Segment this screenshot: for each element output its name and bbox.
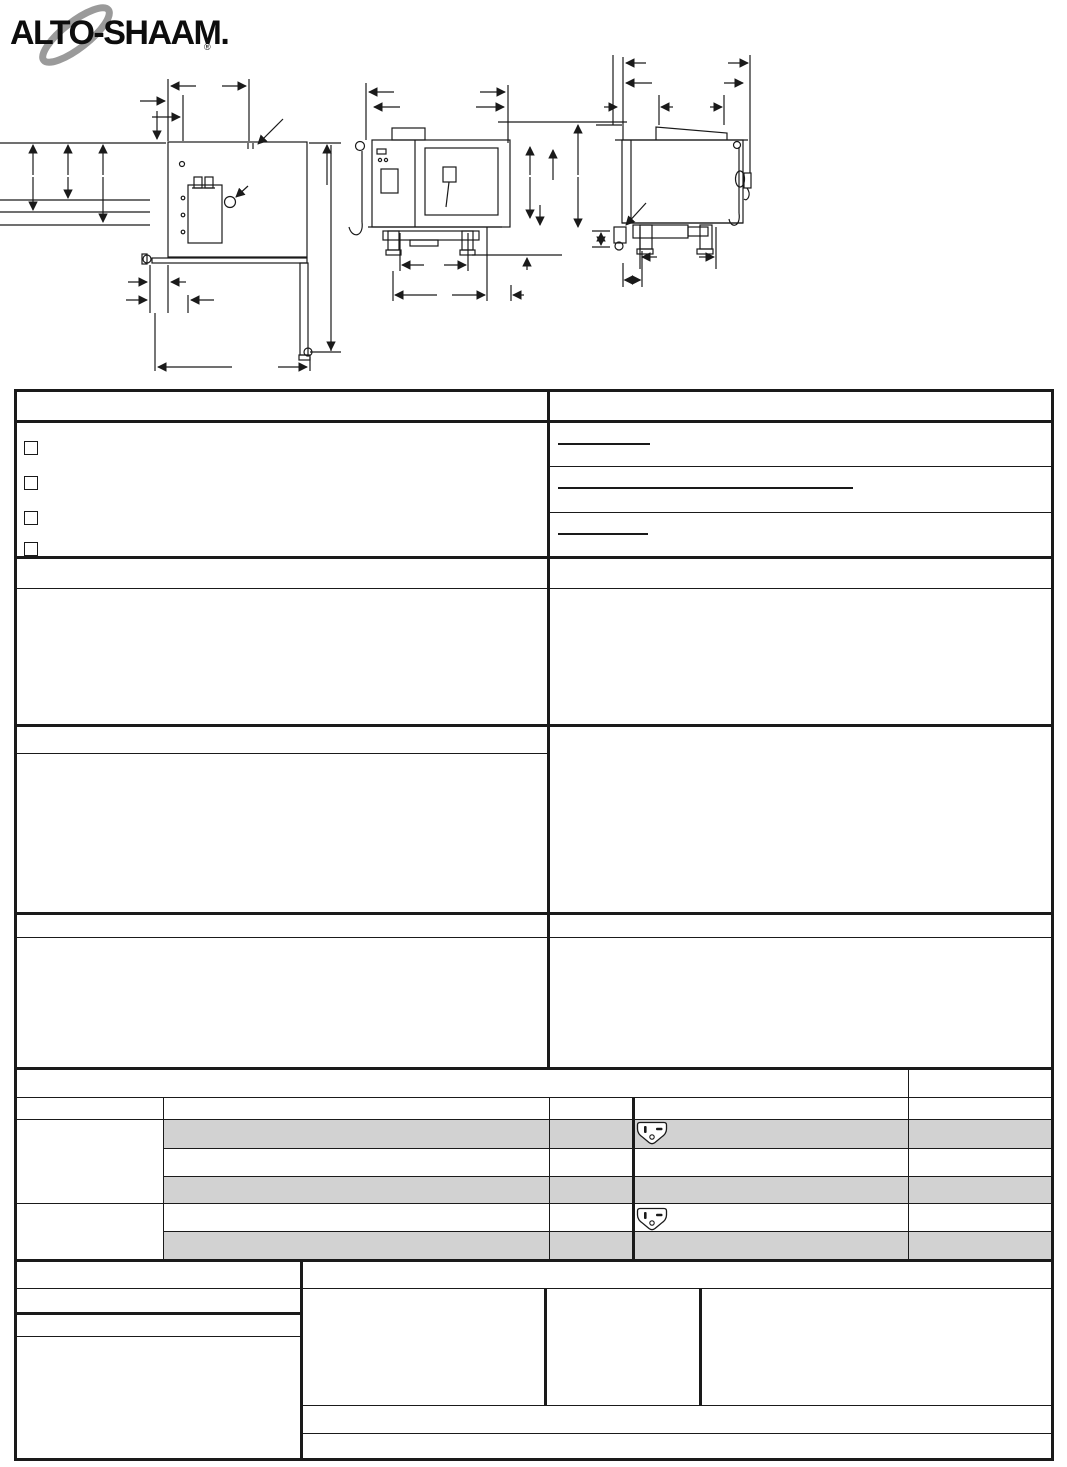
fill-in-row [550, 467, 1051, 512]
nema-plug-icon [636, 1207, 668, 1231]
grid-line [301, 1433, 1053, 1434]
grid-line [14, 937, 1054, 938]
grid-line [549, 512, 1053, 513]
electrical-header-right-cell [909, 1068, 1051, 1097]
bottom-left-info-cell [16, 1260, 300, 1458]
voltage-group-cell [16, 1119, 163, 1203]
grid-line [14, 1203, 1054, 1204]
shaded-row [163, 1232, 1053, 1260]
grid-line [14, 1097, 1054, 1098]
fill-in-blank[interactable] [558, 533, 648, 535]
grid-line [14, 1119, 1054, 1120]
header-left-cell [16, 390, 547, 420]
grid-line [14, 556, 1054, 559]
registered-mark: ® [204, 42, 211, 52]
bottom-middle-cell [545, 1288, 699, 1405]
model-selection-cell [16, 421, 547, 556]
grid-line [632, 1097, 635, 1260]
grid-line [14, 389, 17, 1461]
bottom-right-cell [700, 1288, 1051, 1405]
grid-line [163, 1148, 1053, 1149]
grid-line [14, 389, 1054, 392]
grid-line [14, 1259, 1054, 1262]
grid-line [14, 753, 550, 754]
right-subsection-cell [550, 557, 1051, 724]
grid-line [14, 1067, 1054, 1070]
right-subsection-cell [550, 913, 1051, 1067]
grid-line [300, 1259, 303, 1459]
side-view-drawing [592, 55, 752, 287]
model-checkbox[interactable] [24, 441, 38, 455]
bottom-center-cell [301, 1288, 544, 1405]
left-subsection-cell [16, 725, 547, 912]
grid-line [544, 1288, 547, 1405]
fill-in-blank[interactable] [558, 443, 650, 445]
nema-plug-icon [636, 1121, 668, 1145]
grid-line [14, 588, 1054, 589]
left-subsection-cell [16, 557, 547, 724]
logo-wordmark: ALTO-SHAAM. [10, 14, 230, 52]
grid-line [14, 1458, 1054, 1461]
grid-line [549, 1097, 550, 1260]
grid-line [163, 1231, 1053, 1232]
shaded-row [163, 1120, 1053, 1148]
electrical-header-cell [16, 1068, 908, 1097]
model-checkbox[interactable] [24, 511, 38, 525]
grid-line [163, 1097, 164, 1260]
voltage-group-cell [16, 1203, 163, 1259]
alto-shaam-logo: ALTO-SHAAM. ® [8, 4, 248, 72]
logo-swoosh-icon [39, 4, 113, 66]
front-view-drawing [348, 83, 627, 301]
grid-line [14, 724, 1054, 727]
grid-line [14, 1336, 303, 1337]
model-checkbox[interactable] [24, 542, 38, 556]
header-right-cell [550, 390, 1051, 420]
grid-line [699, 1288, 702, 1405]
fill-in-blank[interactable] [558, 487, 853, 489]
plan-view-drawing [0, 79, 341, 372]
grid-line [1051, 389, 1054, 1461]
grid-line [549, 466, 1053, 467]
shaded-row [163, 1177, 1053, 1203]
model-checkbox[interactable] [24, 476, 38, 490]
grid-line [14, 912, 1054, 915]
grid-line [908, 1067, 909, 1260]
grid-line [301, 1405, 1053, 1406]
left-subsection-cell [16, 913, 547, 1067]
grid-line [163, 1176, 1053, 1177]
grid-line [14, 1288, 1054, 1289]
grid-line [14, 1312, 303, 1315]
right-subsection-cell [550, 725, 1051, 912]
grid-line [14, 420, 1054, 423]
grid-line [547, 389, 550, 1070]
technical-drawings [0, 55, 752, 372]
